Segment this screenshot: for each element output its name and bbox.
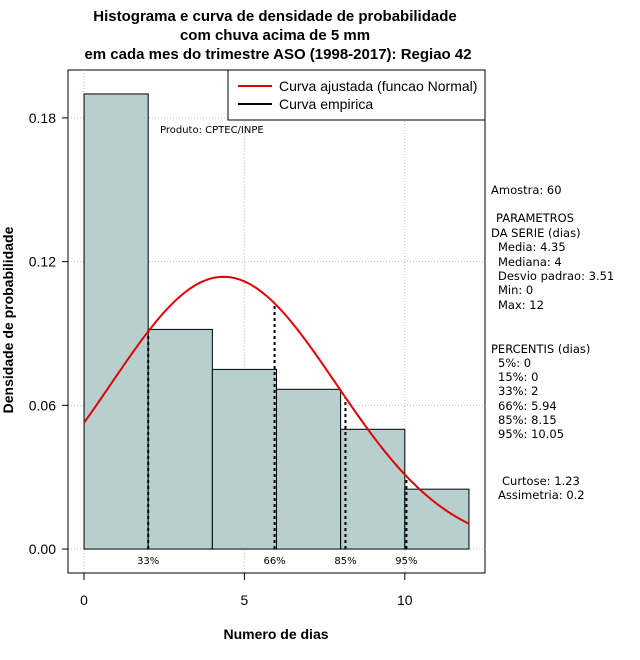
stat-media: Media: 4.35 — [498, 240, 566, 254]
y-ticks: 0.00 0.06 0.12 0.18 — [29, 110, 68, 557]
histogram-bar — [83, 93, 149, 550]
percentile-label: 33% — [137, 556, 159, 567]
stat-assimetria: Assimetria: 0.2 — [498, 488, 585, 502]
stat-params-subtitle: DA SERIE (dias) — [491, 226, 581, 240]
stat-p85: 85%: 8.15 — [498, 413, 557, 427]
x-tick-label: 10 — [397, 592, 413, 608]
x-ticks: 0 5 10 — [80, 573, 413, 608]
source-note: Produto: CPTEC/INPE — [160, 125, 264, 136]
stat-percentis-title: PERCENTIS (dias) — [491, 342, 590, 356]
x-axis-label: Numero de dias — [223, 626, 328, 642]
x-tick-label: 5 — [241, 592, 249, 608]
stat-desvio: Desvio padrao: 3.51 — [498, 269, 614, 283]
stat-min: Min: 0 — [498, 283, 533, 297]
y-tick-label: 0.00 — [29, 541, 56, 557]
stat-p95: 95%: 10.05 — [498, 427, 564, 441]
legend-normal-label: Curva ajustada (funcao Normal) — [279, 78, 477, 94]
percentile-lines — [147, 303, 408, 550]
percentile-label: 95% — [395, 556, 417, 567]
chart-title-line-2: com chuva acima de 5 mm — [180, 27, 370, 44]
histogram-bar — [211, 368, 278, 550]
stat-params-title: PARAMETROS — [496, 211, 574, 225]
histogram-bar — [276, 388, 342, 550]
stat-p66: 66%: 5.94 — [498, 399, 557, 413]
histogram-bars — [83, 93, 470, 550]
stat-p5: 5%: 0 — [498, 356, 531, 370]
y-tick-label: 0.18 — [29, 110, 56, 126]
normal-curve — [83, 275, 470, 525]
y-axis-label: Densidade de probabilidade — [0, 226, 16, 413]
chart-title-line-3: em cada mes do trimestre ASO (1998-2017)… — [84, 46, 471, 63]
histogram-bar — [147, 328, 213, 550]
percentile-labels: 33% 66% 85% 95% — [137, 556, 417, 567]
histogram-bar — [340, 428, 406, 550]
stat-curtose: Curtose: 1.23 — [502, 474, 580, 488]
legend-empirical-label: Curva empirica — [279, 96, 373, 112]
stat-amostra: Amostra: 60 — [491, 183, 562, 197]
legend: Curva ajustada (funcao Normal) Curva emp… — [227, 69, 486, 121]
stat-max: Max: 12 — [498, 298, 544, 312]
x-tick-label: 0 — [80, 592, 88, 608]
stat-p15: 15%: 0 — [498, 370, 538, 384]
y-tick-label: 0.06 — [29, 397, 56, 413]
stat-mediana: Mediana: 4 — [498, 255, 562, 269]
percentile-label: 85% — [334, 556, 356, 567]
legend-box — [227, 69, 486, 121]
percentile-label: 66% — [263, 556, 285, 567]
stats-panel: Amostra: 60 PARAMETROS DA SERIE (dias) M… — [491, 183, 614, 502]
chart-title-line-1: Histograma e curva de densidade de proba… — [93, 8, 456, 25]
stat-p33: 33%: 2 — [498, 384, 538, 398]
y-tick-label: 0.12 — [29, 254, 56, 270]
